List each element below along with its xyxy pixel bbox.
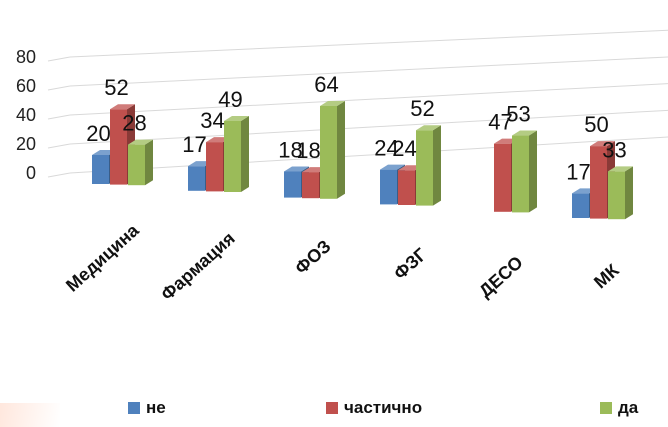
gridline-wall [47, 85, 71, 91]
gridline [69, 109, 668, 145]
category-label-1: Фармация [157, 228, 239, 304]
data-label-да-4: 53 [506, 102, 530, 127]
category-label-2: ФОЗ [291, 236, 335, 278]
bar-top [590, 141, 615, 147]
gridline-wall [47, 143, 71, 149]
bar-front [188, 166, 205, 191]
bar-top [416, 125, 441, 131]
bar-top [128, 139, 153, 145]
data-label-не-0: 20 [86, 121, 110, 146]
bar-top [224, 115, 249, 121]
bar-front [572, 193, 589, 218]
bar-side [529, 130, 537, 213]
category-label-5: МК [590, 259, 623, 292]
bar-side [337, 101, 345, 199]
gridline [69, 136, 668, 174]
bar-front [608, 171, 625, 220]
data-label-частично-2: 18 [296, 138, 320, 163]
bar-да-0 [128, 139, 153, 186]
bar-front [416, 130, 433, 206]
legend-swatch-chastichno [326, 402, 338, 414]
gridline-wall [47, 114, 71, 120]
data-label-частично-4: 47 [488, 110, 512, 135]
y-tick-label: 40 [16, 105, 36, 125]
bar-top [380, 164, 405, 170]
data-label-не-2: 18 [278, 138, 302, 163]
bar-front [512, 135, 529, 213]
y-tick-label: 0 [26, 163, 36, 183]
bar-front [206, 142, 223, 192]
bar-front [494, 143, 511, 212]
bar-да-5 [608, 166, 633, 220]
data-label-частично-0: 52 [104, 75, 128, 100]
bar-side [433, 125, 441, 206]
data-label-не-1: 17 [182, 132, 206, 157]
category-label-0: Медицина [62, 219, 143, 295]
data-label-не-5: 17 [566, 159, 590, 184]
bar-top [512, 130, 537, 136]
gridline-wall [47, 172, 71, 178]
bar-front [128, 144, 145, 186]
data-label-да-1: 49 [218, 87, 242, 112]
data-label-да-5: 33 [602, 137, 626, 162]
bar-да-3 [416, 125, 441, 206]
gridline-wall [47, 56, 71, 62]
data-label-не-3: 24 [374, 136, 398, 161]
legend-label-da: да [618, 398, 639, 417]
x-axis-categories: Медицина Фармация ФОЗ ФЗГ ДЕСО МК [62, 219, 623, 304]
gridline [69, 56, 668, 87]
gridline [69, 29, 668, 58]
bar-side [241, 115, 249, 192]
bars [92, 101, 633, 220]
data-label-да-2: 64 [314, 72, 338, 97]
y-tick-label: 60 [16, 76, 36, 96]
data-label-частично-1: 34 [200, 108, 224, 133]
gridline [69, 83, 668, 116]
category-label-4: ДЕСО [475, 252, 527, 301]
bar-side [145, 139, 153, 186]
legend: не частично да [0, 398, 668, 424]
legend-swatch-da [600, 402, 612, 414]
bar-да-4 [512, 130, 537, 213]
category-label-3: ФЗГ [390, 244, 431, 284]
bar-front [590, 146, 607, 219]
bar-да-2 [320, 101, 345, 199]
bar-top [284, 166, 309, 172]
decorative-corner [0, 403, 60, 427]
bar-side [625, 166, 633, 220]
y-axis-ticks: 0 20 40 60 80 [16, 47, 36, 183]
bar-front [92, 155, 109, 184]
legend-swatch-ne [128, 402, 140, 414]
data-label-частично-3: 24 [392, 136, 416, 161]
bar-top [608, 166, 633, 172]
bar-front [320, 106, 337, 199]
bar-front [302, 172, 319, 199]
data-label-да-3: 52 [410, 96, 434, 121]
data-label-да-0: 28 [122, 111, 146, 136]
bar-front [380, 169, 397, 205]
bar-front [284, 171, 301, 198]
legend-label-ne: не [146, 398, 166, 417]
legend-item-da: да [600, 398, 638, 418]
bar-top [110, 104, 135, 110]
bar-front [398, 170, 415, 205]
data-label-частично-5: 50 [584, 112, 608, 137]
y-tick-label: 80 [16, 47, 36, 67]
bar-да-1 [224, 115, 249, 192]
bar-top [320, 101, 345, 106]
legend-item-ne: не [128, 398, 166, 418]
y-tick-label: 20 [16, 134, 36, 154]
bar-front [110, 109, 127, 185]
gridlines [47, 29, 668, 178]
legend-item-chastichno: частично [326, 398, 422, 418]
legend-label-chastichno: частично [344, 398, 423, 417]
bar-front [224, 120, 241, 192]
